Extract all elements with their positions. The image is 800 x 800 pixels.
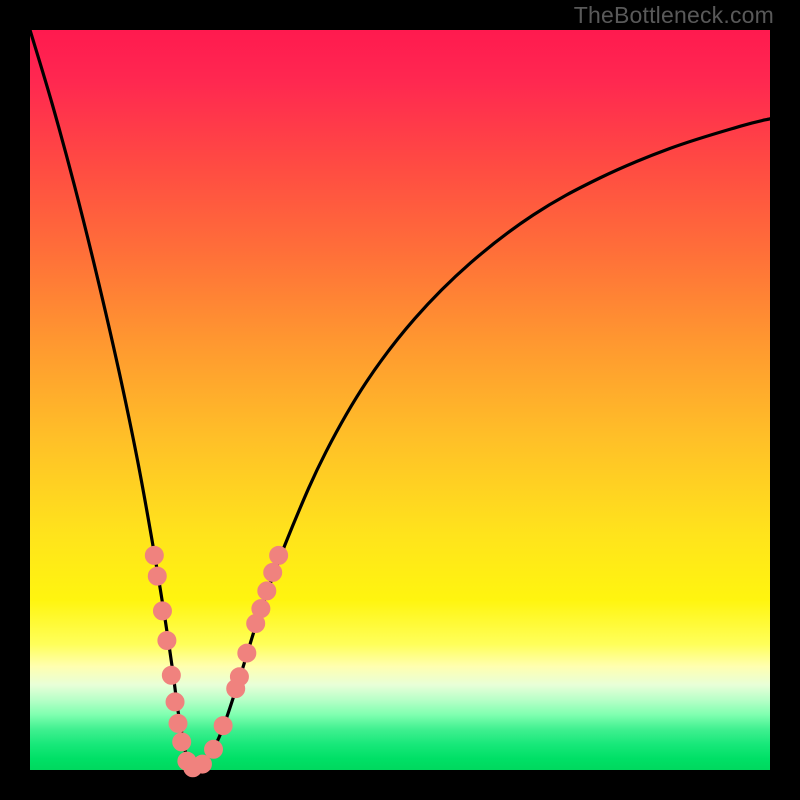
data-marker: [264, 563, 282, 581]
data-marker: [238, 644, 256, 662]
data-marker: [252, 600, 270, 618]
data-marker: [166, 693, 184, 711]
data-marker: [153, 602, 171, 620]
data-marker: [258, 582, 276, 600]
data-marker: [230, 668, 248, 686]
data-marker: [270, 546, 288, 564]
data-marker: [158, 632, 176, 650]
data-marker: [214, 717, 232, 735]
curve-layer: [0, 0, 800, 800]
chart-stage: TheBottleneck.com: [0, 0, 800, 800]
data-marker: [145, 546, 163, 564]
data-marker: [193, 755, 211, 773]
data-marker: [148, 567, 166, 585]
data-marker: [169, 714, 187, 732]
data-markers: [145, 546, 287, 776]
bottleneck-curve: [30, 30, 770, 769]
data-marker: [162, 666, 180, 684]
data-marker: [205, 740, 223, 758]
data-marker: [173, 733, 191, 751]
